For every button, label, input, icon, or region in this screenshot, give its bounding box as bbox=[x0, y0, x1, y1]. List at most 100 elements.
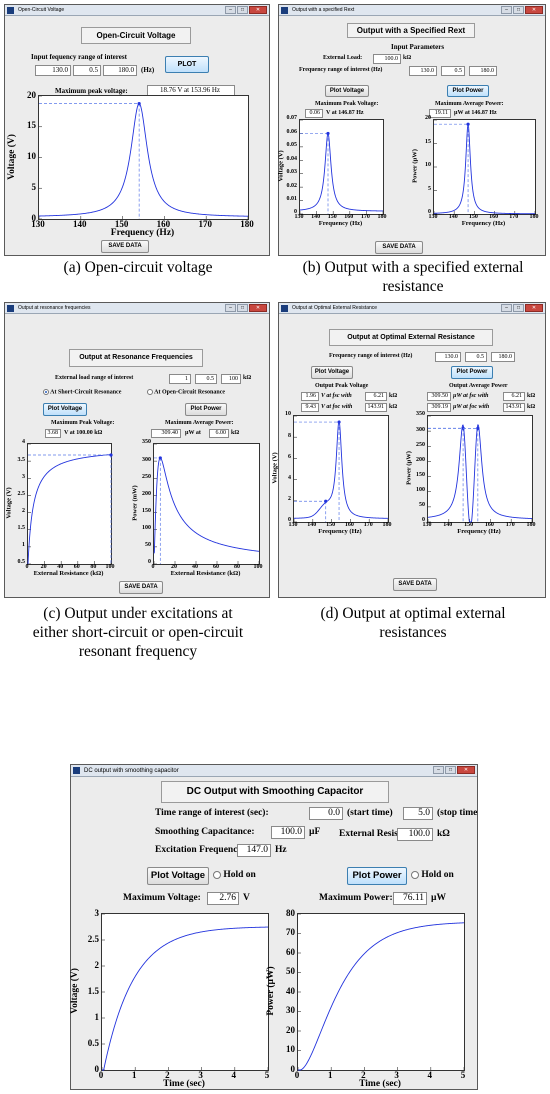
save-data-button[interactable]: SAVE DATA bbox=[375, 241, 423, 254]
plot-voltage-button[interactable]: Plot Voltage bbox=[147, 867, 209, 885]
hold-on-voltage[interactable]: Hold on bbox=[213, 870, 256, 880]
minimize-icon[interactable]: – bbox=[501, 304, 512, 312]
y-tick-label: 3.5 bbox=[17, 456, 26, 463]
plot-voltage-button[interactable]: Plot Voltage bbox=[311, 366, 353, 379]
x-tick-label: 0 bbox=[151, 564, 155, 570]
close-icon[interactable]: ✕ bbox=[457, 766, 475, 774]
plot-power-button[interactable]: Plot Power bbox=[447, 85, 489, 97]
capacitance-input[interactable]: 100.0 bbox=[271, 826, 305, 839]
y-tick-label: 0 bbox=[148, 559, 151, 566]
range-start-input[interactable]: 130.0 bbox=[409, 66, 437, 76]
maximize-icon[interactable]: □ bbox=[445, 766, 456, 774]
minimize-icon[interactable]: – bbox=[501, 6, 512, 14]
plot-dc-voltage bbox=[101, 913, 269, 1071]
close-icon[interactable]: ✕ bbox=[249, 6, 267, 14]
range-step-input[interactable]: 0.5 bbox=[465, 352, 487, 362]
y-tick-label: 150 bbox=[416, 471, 425, 478]
y-tick-label: 1 bbox=[22, 542, 25, 549]
plot-voltage-button[interactable]: Plot Voltage bbox=[325, 85, 369, 97]
x-tick-label: 150 bbox=[326, 522, 336, 528]
x-tick-label: 80 bbox=[234, 564, 240, 570]
range-start-input[interactable]: 130.0 bbox=[435, 352, 461, 362]
window-titlebar: DC output with smoothing capacitor – □ ✕ bbox=[71, 765, 477, 777]
radio-open-circuit[interactable]: At Open-Circuit Resonance bbox=[147, 389, 225, 395]
x-tick-label: 160 bbox=[344, 214, 354, 220]
y-tick-label: 5 bbox=[31, 181, 37, 192]
range-start-input[interactable]: 130.0 bbox=[35, 65, 71, 76]
y-tick-label: 8 bbox=[288, 432, 291, 439]
load-range-label: External load range of interest bbox=[55, 375, 134, 381]
close-icon[interactable]: ✕ bbox=[249, 304, 267, 312]
y-axis-label: Power (µW) bbox=[405, 451, 413, 485]
x-tick-label: 0 bbox=[294, 1070, 300, 1080]
frequency-input[interactable]: 147.0 bbox=[237, 844, 271, 857]
range-step-input[interactable]: 0.5 bbox=[73, 65, 101, 76]
plot-power-button[interactable]: Plot Power bbox=[451, 366, 493, 379]
minimize-icon[interactable]: – bbox=[225, 304, 236, 312]
max-voltage-field: 2.76 bbox=[207, 892, 239, 905]
y-tick-label: 100 bbox=[142, 525, 151, 532]
y-tick-label: 6 bbox=[288, 453, 291, 460]
save-data-button[interactable]: SAVE DATA bbox=[393, 578, 437, 591]
maximize-icon[interactable]: □ bbox=[237, 304, 248, 312]
close-icon[interactable]: ✕ bbox=[525, 304, 543, 312]
p-row2-r-field: 143.91 bbox=[503, 403, 525, 412]
radio-unselected-icon bbox=[213, 870, 221, 879]
y-tick-label: 60 bbox=[286, 946, 295, 957]
range-end-input[interactable]: 180.0 bbox=[103, 65, 137, 76]
range-label: Frequency range of interest (Hz) bbox=[329, 353, 413, 359]
plot-voltage-button[interactable]: Plot Voltage bbox=[43, 403, 87, 416]
load-start-input[interactable]: 1 bbox=[169, 374, 191, 384]
minimize-icon[interactable]: – bbox=[433, 766, 444, 774]
frequency-unit: Hz bbox=[275, 845, 287, 855]
save-data-button[interactable]: SAVE DATA bbox=[101, 240, 149, 253]
plot-power-button[interactable]: Plot Power bbox=[185, 403, 227, 416]
load-unit: kΩ bbox=[403, 55, 412, 61]
series-line bbox=[293, 420, 388, 519]
range-step-input[interactable]: 0.5 bbox=[441, 66, 465, 76]
y-axis-label: Voltage (V) bbox=[5, 487, 13, 519]
chart-svg-e2 bbox=[297, 913, 465, 1071]
maximize-icon[interactable]: □ bbox=[513, 6, 524, 14]
load-label: External Load: bbox=[323, 55, 363, 61]
y-tick-label: 2.5 bbox=[17, 490, 26, 497]
y-tick-label: 0.03 bbox=[286, 169, 298, 176]
max-power-field: 19.11 bbox=[429, 109, 451, 118]
load-input[interactable]: 100.0 bbox=[373, 54, 401, 64]
max-power-suffix: µW at bbox=[185, 430, 201, 436]
p-row1-unit: kΩ bbox=[527, 393, 536, 399]
y-axis-label: Voltage (V) bbox=[7, 133, 17, 180]
range-end-input[interactable]: 180.0 bbox=[491, 352, 515, 362]
y-tick-label: 4 bbox=[288, 475, 291, 481]
x-tick-label: 5 bbox=[460, 1070, 466, 1080]
radio-short-circuit[interactable]: At Short-Circuit Resonance bbox=[43, 389, 121, 395]
minimize-icon[interactable]: – bbox=[225, 6, 236, 14]
save-data-button[interactable]: SAVE DATA bbox=[119, 581, 163, 594]
resistance-input[interactable]: 100.0 bbox=[397, 828, 433, 841]
y-axis-label: Voltage (V) bbox=[70, 968, 80, 1014]
x-tick-label: 130 bbox=[288, 522, 298, 528]
y-tick-label: 20 bbox=[27, 89, 36, 100]
y-tick-label: 10 bbox=[286, 1044, 295, 1055]
hold-on-power[interactable]: Hold on bbox=[411, 870, 454, 880]
range-end-input[interactable]: 180.0 bbox=[469, 66, 497, 76]
maximize-icon[interactable]: □ bbox=[237, 6, 248, 14]
y-tick-label: 15 bbox=[27, 120, 36, 131]
x-tick-label: 150 bbox=[114, 219, 129, 229]
maximize-icon[interactable]: □ bbox=[513, 304, 524, 312]
time-start-input[interactable]: 0.0 bbox=[309, 807, 343, 820]
radio-open-label: At Open-Circuit Resonance bbox=[154, 389, 226, 396]
load-step-input[interactable]: 0.5 bbox=[195, 374, 217, 384]
radio-unselected-icon bbox=[147, 389, 153, 395]
plot-button[interactable]: PLOT bbox=[165, 56, 209, 73]
plot-power-button[interactable]: Plot Power bbox=[347, 867, 407, 885]
x-axis-label: Frequency (Hz) bbox=[318, 220, 363, 227]
x-tick-label: 130 bbox=[428, 214, 438, 220]
load-end-input[interactable]: 100 bbox=[221, 374, 241, 384]
y-tick-label: 0.07 bbox=[286, 115, 298, 122]
x-tick-label: 40 bbox=[57, 564, 64, 570]
close-icon[interactable]: ✕ bbox=[525, 6, 543, 14]
x-axis-label: Frequency (Hz) bbox=[110, 228, 175, 238]
plot-power bbox=[433, 119, 536, 215]
time-stop-input[interactable]: 5.0 bbox=[403, 807, 433, 820]
